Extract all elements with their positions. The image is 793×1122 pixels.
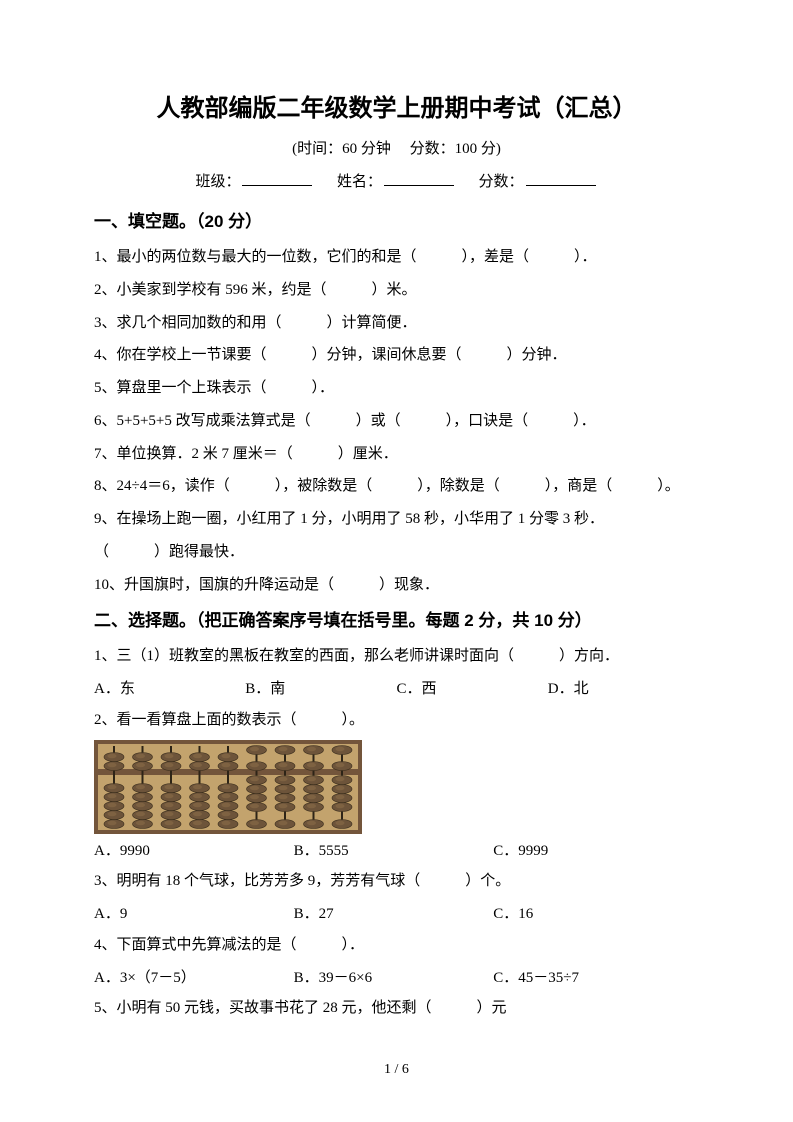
class-blank[interactable] xyxy=(242,168,312,186)
s2-q3-c: C．16 xyxy=(493,899,693,930)
student-info-line: 班级： 姓名： 分数： xyxy=(94,168,699,191)
s2-q4-opts: A．3×（7－5） B．39－6×6 C．45－35÷7 xyxy=(94,963,699,994)
s2-q3-opts: A．9 B．27 C．16 xyxy=(94,899,699,930)
s1-q9b: （ ）跑得最快． xyxy=(94,537,699,568)
name-label: 姓名： xyxy=(337,174,382,190)
s1-q10: 10、升国旗时，国旗的升降运动是（ ）现象． xyxy=(94,570,699,601)
score-blank[interactable] xyxy=(526,168,596,186)
s2-q4: 4、下面算式中先算减法的是（ ）． xyxy=(94,930,699,961)
s2-q2-a: A．9990 xyxy=(94,836,294,867)
s2-q1-c: C．西 xyxy=(397,674,548,705)
page-number: 1 / 6 xyxy=(0,1062,793,1078)
s1-q3: 3、求几个相同加数的和用（ ）计算简便． xyxy=(94,308,699,339)
abacus-image xyxy=(94,740,699,834)
exam-subtitle: (时间：60 分钟 分数：100 分) xyxy=(94,137,699,158)
s1-q2: 2、小美家到学校有 596 米，约是（ ）米。 xyxy=(94,275,699,306)
s2-q4-c: C．45－35÷7 xyxy=(493,963,693,994)
s1-q5: 5、算盘里一个上珠表示（ ）． xyxy=(94,373,699,404)
s2-q2-opts: A．9990 B．5555 C．9999 xyxy=(94,836,699,867)
s2-q1-a: A．东 xyxy=(94,674,245,705)
s2-q1-b: B．南 xyxy=(245,674,396,705)
s1-q9a: 9、在操场上跑一圈，小红用了 1 分，小明用了 58 秒，小华用了 1 分零 3… xyxy=(94,504,699,535)
s1-q4: 4、你在学校上一节课要（ ）分钟，课间休息要（ ）分钟． xyxy=(94,340,699,371)
s1-q6: 6、5+5+5+5 改写成乘法算式是（ ）或（ ），口诀是（ ）． xyxy=(94,406,699,437)
s2-q2: 2、看一看算盘上面的数表示（ ）。 xyxy=(94,705,699,736)
s2-q1-d: D．北 xyxy=(548,674,699,705)
s2-q1: 1、三（1）班教室的黑板在教室的西面，那么老师讲课时面向（ ）方向． xyxy=(94,641,699,672)
s1-q7: 7、单位换算．2 米 7 厘米＝（ ）厘米． xyxy=(94,439,699,470)
s2-q2-c: C．9999 xyxy=(493,836,693,867)
section1-head: 一、填空题。（20 分） xyxy=(94,207,699,232)
name-blank[interactable] xyxy=(384,168,454,186)
s2-q2-b: B．5555 xyxy=(294,836,494,867)
s2-q3-a: A．9 xyxy=(94,899,294,930)
s2-q3: 3、明明有 18 个气球，比芳芳多 9，芳芳有气球（ ）个。 xyxy=(94,866,699,897)
s2-q5: 5、小明有 50 元钱，买故事书花了 28 元，他还剩（ ）元 xyxy=(94,993,699,1024)
s2-q1-opts: A．东 B．南 C．西 D．北 xyxy=(94,674,699,705)
s2-q4-b: B．39－6×6 xyxy=(294,963,494,994)
s2-q4-a: A．3×（7－5） xyxy=(94,963,294,994)
class-label: 班级： xyxy=(195,174,240,190)
score-label: 分数： xyxy=(479,174,524,190)
s2-q3-b: B．27 xyxy=(294,899,494,930)
s1-q8: 8、24÷4＝6，读作（ ），被除数是（ ），除数是（ ），商是（ ）。 xyxy=(94,471,699,502)
section2-head: 二、选择题。（把正确答案序号填在括号里。每题 2 分，共 10 分） xyxy=(94,606,699,631)
abacus-svg xyxy=(94,740,362,834)
s1-q1: 1、最小的两位数与最大的一位数，它们的和是（ ），差是（ ）． xyxy=(94,242,699,273)
exam-title: 人教部编版二年级数学上册期中考试（汇总） xyxy=(94,88,699,123)
